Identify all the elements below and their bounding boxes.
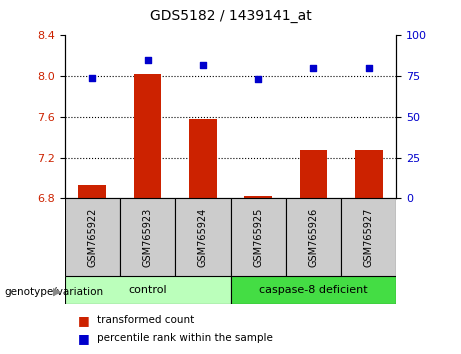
Bar	[230, 198, 286, 276]
Text: GSM765927: GSM765927	[364, 207, 374, 267]
Text: percentile rank within the sample: percentile rank within the sample	[97, 333, 273, 343]
Text: GSM765923: GSM765923	[142, 207, 153, 267]
Bar	[300, 150, 327, 198]
Bar	[134, 74, 161, 198]
Point	[310, 65, 317, 71]
Text: GSM765926: GSM765926	[308, 207, 319, 267]
Bar	[65, 276, 230, 304]
Text: control: control	[128, 285, 167, 295]
Bar	[175, 198, 230, 276]
Bar	[244, 196, 272, 198]
Bar	[65, 198, 120, 276]
Text: GDS5182 / 1439141_at: GDS5182 / 1439141_at	[150, 9, 311, 23]
Text: GSM765922: GSM765922	[87, 207, 97, 267]
Bar	[120, 198, 175, 276]
Bar	[341, 198, 396, 276]
Bar	[286, 198, 341, 276]
Bar	[189, 119, 217, 198]
Text: GSM765924: GSM765924	[198, 207, 208, 267]
Point	[254, 76, 262, 82]
Text: ■: ■	[78, 332, 90, 344]
Point	[144, 57, 151, 63]
Bar	[355, 150, 383, 198]
Bar	[78, 185, 106, 198]
Text: caspase-8 deficient: caspase-8 deficient	[259, 285, 368, 295]
Bar	[230, 276, 396, 304]
Text: transformed count: transformed count	[97, 315, 194, 325]
Text: genotype/variation: genotype/variation	[5, 287, 104, 297]
Text: ■: ■	[78, 314, 90, 327]
Text: ▶: ▶	[53, 287, 62, 297]
Point	[365, 65, 372, 71]
Point	[89, 75, 96, 81]
Text: GSM765925: GSM765925	[253, 207, 263, 267]
Point	[199, 62, 207, 68]
